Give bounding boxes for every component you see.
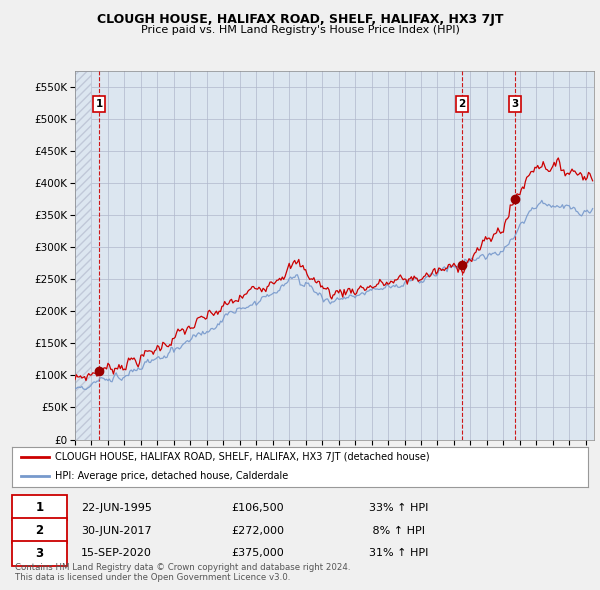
FancyBboxPatch shape <box>12 496 67 520</box>
Text: 1: 1 <box>95 99 103 109</box>
Text: 3: 3 <box>511 99 519 109</box>
Text: Price paid vs. HM Land Registry's House Price Index (HPI): Price paid vs. HM Land Registry's House … <box>140 25 460 35</box>
Text: CLOUGH HOUSE, HALIFAX ROAD, SHELF, HALIFAX, HX3 7JT: CLOUGH HOUSE, HALIFAX ROAD, SHELF, HALIF… <box>97 13 503 26</box>
Text: 1: 1 <box>35 502 43 514</box>
FancyBboxPatch shape <box>12 541 67 566</box>
Text: CLOUGH HOUSE, HALIFAX ROAD, SHELF, HALIFAX, HX3 7JT (detached house): CLOUGH HOUSE, HALIFAX ROAD, SHELF, HALIF… <box>55 453 430 463</box>
Text: 15-SEP-2020: 15-SEP-2020 <box>81 548 152 558</box>
Text: Contains HM Land Registry data © Crown copyright and database right 2024.: Contains HM Land Registry data © Crown c… <box>15 563 350 572</box>
Text: £106,500: £106,500 <box>231 503 284 513</box>
Text: 31% ↑ HPI: 31% ↑ HPI <box>369 548 428 558</box>
Text: This data is licensed under the Open Government Licence v3.0.: This data is licensed under the Open Gov… <box>15 573 290 582</box>
Text: 2: 2 <box>458 99 466 109</box>
FancyBboxPatch shape <box>12 518 67 543</box>
Text: 22-JUN-1995: 22-JUN-1995 <box>81 503 152 513</box>
Text: 33% ↑ HPI: 33% ↑ HPI <box>369 503 428 513</box>
Text: £375,000: £375,000 <box>231 548 284 558</box>
Bar <box>75 71 91 440</box>
Text: 30-JUN-2017: 30-JUN-2017 <box>81 526 152 536</box>
Text: HPI: Average price, detached house, Calderdale: HPI: Average price, detached house, Cald… <box>55 471 289 481</box>
Text: 2: 2 <box>35 524 43 537</box>
Text: £272,000: £272,000 <box>231 526 284 536</box>
Text: 8% ↑ HPI: 8% ↑ HPI <box>369 526 425 536</box>
Text: 3: 3 <box>35 547 43 560</box>
